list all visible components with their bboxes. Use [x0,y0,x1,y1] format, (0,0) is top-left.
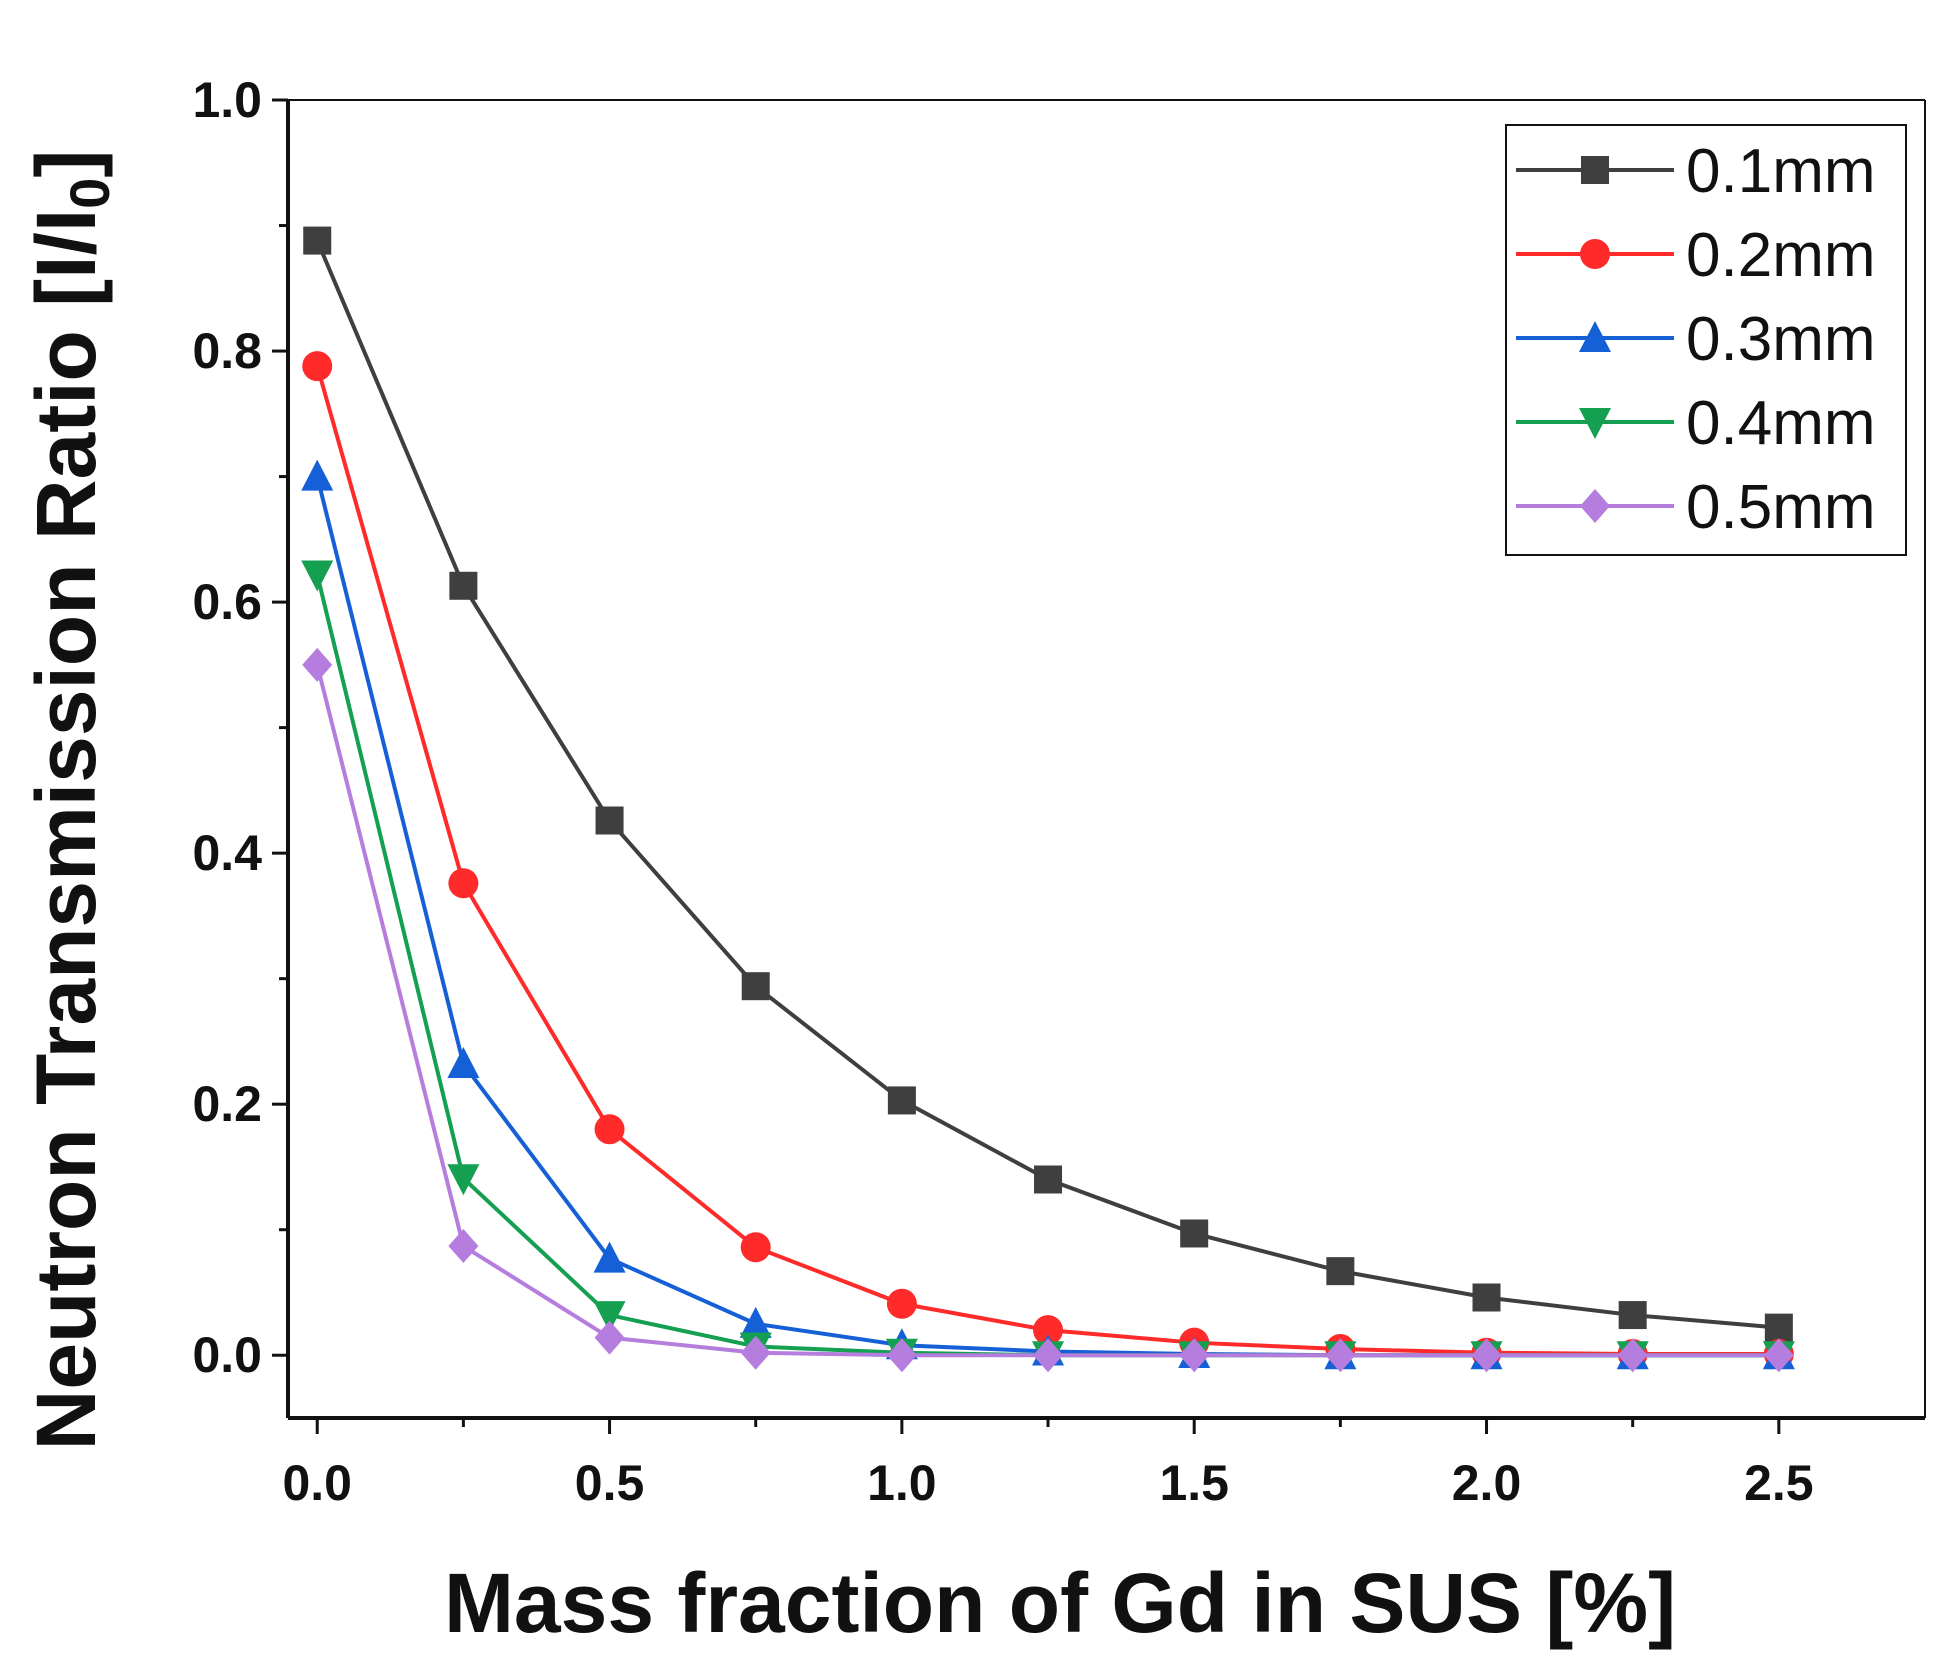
legend-label: 0.1mm [1686,137,1875,206]
data-point [448,1229,479,1264]
series-0.3mm [301,459,1795,1370]
y-tick-label: 0.8 [192,323,262,379]
data-point [1325,1338,1356,1373]
y-tick-label: 0.2 [192,1076,262,1132]
series-line [315,574,1779,1358]
data-point [301,459,334,491]
y-tick-label: 0.0 [192,1327,262,1383]
data-point [593,1241,626,1273]
data-point [1180,1219,1209,1248]
data-point [449,571,478,600]
data-point [1033,1338,1064,1373]
data-point [1618,1301,1647,1330]
y-axis-title-suffix: ] [19,150,113,178]
data-point [447,1164,480,1196]
y-axis: 0.0 0.2 0.4 0.6 0.8 1.0 [192,72,288,1383]
data-point [740,1232,771,1263]
series-line [315,476,1779,1358]
x-tick-label: 0.5 [575,1455,645,1511]
data-point [447,1047,480,1079]
data-point [593,1301,626,1333]
series-0.1mm [303,226,1793,1342]
data-point [303,226,332,255]
data-point [302,647,333,682]
y-tick-label: 0.6 [192,574,262,630]
data-point [1471,1338,1502,1373]
legend-marker [1580,239,1610,269]
legend-label: 0.3mm [1686,305,1875,374]
series-layer [301,226,1795,1373]
plot-frame [286,99,1926,1420]
data-point [1617,1338,1648,1373]
y-axis-title: Neutron Transmission Ratio [I/I0] [19,150,121,1451]
x-tick-label: 0.0 [282,1455,352,1511]
x-tick-label: 2.0 [1452,1455,1522,1511]
legend-label: 0.2mm [1686,221,1875,290]
x-axis: 0.0 0.5 1.0 1.5 2.0 2.5 [282,1418,1814,1511]
data-point [886,1338,917,1373]
legend-item: 0.1mm [1516,137,1875,206]
legend: 0.1mm 0.2mm 0.3mm 0.4mm 0.5mm [1505,124,1907,556]
data-point [302,351,333,382]
data-point [594,1114,625,1145]
data-point [740,1335,771,1370]
data-point [595,806,624,835]
legend-item: 0.2mm [1516,221,1875,290]
data-point [886,1288,917,1319]
data-point [301,560,334,592]
legend-item: 0.4mm [1516,389,1875,458]
x-tick-label: 1.5 [1159,1455,1229,1511]
data-point [1034,1165,1063,1194]
data-point [448,868,479,899]
data-point [594,1320,625,1355]
x-tick-label: 1.0 [867,1455,937,1511]
y-tick-label: 1.0 [192,72,262,128]
legend-item: 0.5mm [1516,473,1875,542]
legend-marker [1581,156,1609,184]
y-axis-title-main: Neutron Transmission Ratio [I/I [19,209,113,1451]
y-axis-title-subscript: 0 [58,178,121,209]
data-point [1326,1257,1355,1286]
legend-label: 0.5mm [1686,473,1875,542]
y-tick-label: 0.4 [192,825,262,881]
data-point [1764,1313,1793,1342]
legend-marker [1579,408,1611,439]
series-0.5mm [302,647,1794,1373]
data-point [1472,1283,1501,1312]
x-axis-title: Mass fraction of Gd in SUS [%] [444,1556,1676,1650]
data-point [1179,1338,1210,1373]
legend-marker [1579,321,1611,352]
data-point [739,1306,772,1338]
data-point [1033,1315,1064,1346]
legend-label: 0.4mm [1686,389,1875,458]
legend-item: 0.3mm [1516,305,1875,374]
data-point [741,972,770,1001]
data-point [887,1086,916,1115]
x-tick-label: 2.5 [1744,1455,1814,1511]
data-point [1763,1338,1794,1373]
legend-marker [1580,489,1610,523]
